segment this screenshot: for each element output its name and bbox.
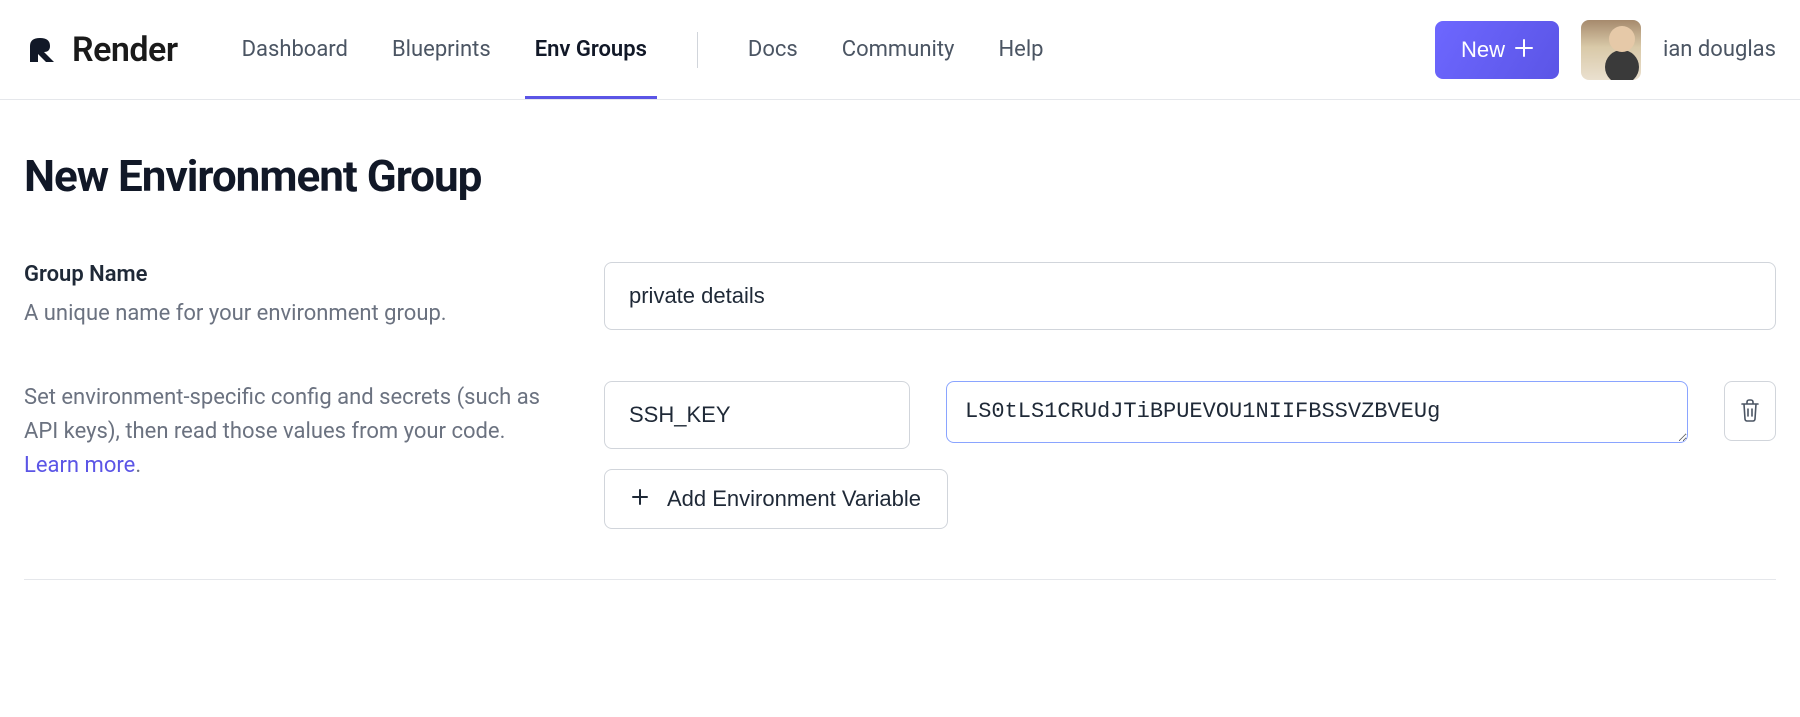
- plus-icon: [1515, 39, 1533, 61]
- add-env-var-button[interactable]: Add Environment Variable: [604, 469, 948, 529]
- group-name-label-col: Group Name A unique name for your enviro…: [24, 262, 544, 331]
- env-var-value-wrap: [946, 381, 1776, 443]
- add-env-var-label: Add Environment Variable: [667, 486, 921, 512]
- env-vars-fields-col: Add Environment Variable: [604, 381, 1776, 529]
- delete-env-var-button[interactable]: [1724, 381, 1776, 441]
- username[interactable]: ian douglas: [1663, 37, 1776, 62]
- group-name-row: Group Name A unique name for your enviro…: [24, 262, 1776, 331]
- trash-icon: [1739, 398, 1761, 425]
- brand-name: Render: [72, 30, 178, 70]
- new-button[interactable]: New: [1435, 21, 1559, 79]
- nav-blueprints[interactable]: Blueprints: [388, 1, 495, 98]
- env-vars-help-text: Set environment-specific config and secr…: [24, 385, 540, 444]
- env-vars-help-period: .: [135, 453, 141, 478]
- main-content: New Environment Group Group Name A uniqu…: [0, 100, 1800, 620]
- env-var-key-input[interactable]: [604, 381, 910, 449]
- top-header: Render Dashboard Blueprints Env Groups D…: [0, 0, 1800, 100]
- plus-icon: [631, 486, 649, 512]
- nav-community[interactable]: Community: [838, 1, 959, 98]
- new-button-label: New: [1461, 37, 1505, 63]
- nav-help[interactable]: Help: [994, 1, 1047, 98]
- nav-docs[interactable]: Docs: [744, 1, 802, 98]
- nav-env-groups[interactable]: Env Groups: [531, 1, 651, 98]
- env-var-value-input[interactable]: [946, 381, 1688, 443]
- header-right: New ian douglas: [1435, 20, 1776, 80]
- env-var-row: [604, 381, 1776, 449]
- group-name-help: A unique name for your environment group…: [24, 297, 544, 331]
- env-vars-help: Set environment-specific config and secr…: [24, 381, 544, 483]
- render-logo-icon: [24, 32, 60, 68]
- user-avatar[interactable]: [1581, 20, 1641, 80]
- group-name-input[interactable]: [604, 262, 1776, 330]
- nav-dashboard[interactable]: Dashboard: [238, 1, 352, 98]
- env-vars-help-col: Set environment-specific config and secr…: [24, 381, 544, 529]
- page-title: New Environment Group: [24, 150, 1776, 202]
- group-name-input-col: [604, 262, 1776, 331]
- brand-logo[interactable]: Render: [24, 30, 178, 70]
- section-divider: [24, 579, 1776, 580]
- group-name-label: Group Name: [24, 262, 544, 287]
- env-vars-row: Set environment-specific config and secr…: [24, 381, 1776, 529]
- learn-more-link[interactable]: Learn more: [24, 453, 135, 478]
- nav-divider: [697, 32, 698, 68]
- primary-nav: Dashboard Blueprints Env Groups Docs Com…: [238, 1, 1048, 98]
